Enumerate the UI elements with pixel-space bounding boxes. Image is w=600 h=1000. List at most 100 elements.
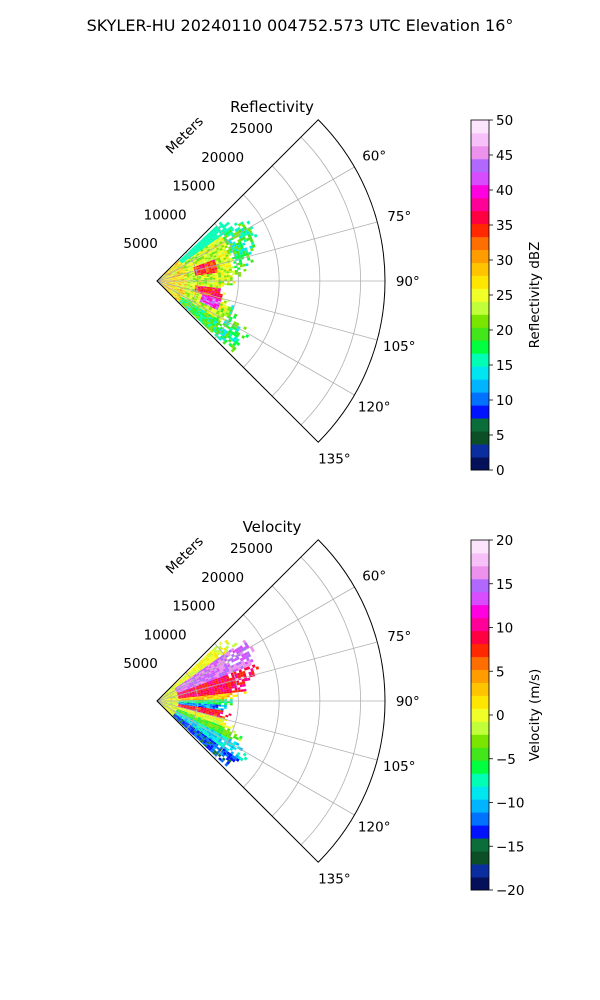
data-cell	[193, 729, 197, 733]
data-cell	[221, 732, 226, 736]
data-cell	[208, 687, 212, 690]
data-cell	[184, 261, 188, 264]
data-cell	[203, 286, 207, 289]
data-cell	[172, 694, 175, 697]
data-cell	[198, 282, 202, 284]
data-cell	[186, 704, 190, 706]
data-cell	[181, 279, 185, 281]
data-cell	[203, 717, 207, 720]
data-cell	[168, 273, 172, 276]
data-cell	[209, 247, 213, 251]
data-cell	[172, 697, 176, 699]
data-cell	[184, 297, 188, 301]
data-cell	[185, 711, 189, 713]
data-cell	[212, 281, 216, 283]
data-cell	[177, 287, 181, 289]
data-cell	[209, 696, 213, 699]
data-cell	[215, 707, 219, 710]
colorbar-swatch	[471, 314, 489, 328]
data-cell	[167, 690, 170, 693]
data-cell	[166, 289, 170, 292]
data-cell	[181, 696, 184, 698]
data-cell	[197, 692, 201, 695]
data-cell	[183, 265, 187, 268]
data-cell	[199, 315, 203, 319]
data-cell	[217, 659, 222, 663]
data-cell	[218, 680, 222, 684]
data-cell	[169, 689, 173, 692]
data-cell	[170, 692, 174, 694]
data-cell	[218, 313, 222, 317]
data-cell	[160, 703, 163, 706]
data-cell	[177, 718, 181, 721]
data-cell	[222, 310, 227, 314]
data-cell	[201, 698, 205, 700]
data-cell	[183, 273, 187, 275]
data-cell	[223, 300, 227, 304]
data-cell	[183, 274, 187, 276]
data-cell	[178, 262, 182, 265]
data-cell	[175, 263, 179, 266]
data-cell	[180, 692, 184, 695]
data-cell	[199, 259, 203, 262]
data-cell	[203, 707, 207, 710]
data-cell	[211, 720, 215, 723]
data-cell	[168, 274, 172, 277]
sector-outline	[156, 539, 386, 863]
data-cell	[170, 701, 173, 702]
data-cell	[208, 728, 212, 731]
data-cell	[196, 258, 200, 261]
data-cell	[166, 695, 169, 697]
data-cell	[179, 709, 183, 712]
data-cell	[208, 231, 212, 235]
data-cell	[200, 304, 204, 307]
data-cell	[173, 708, 177, 711]
data-cell	[220, 309, 224, 313]
data-cell	[209, 732, 213, 736]
data-cell	[167, 707, 171, 710]
data-cell	[200, 310, 204, 314]
colorbar-swatch	[471, 444, 489, 458]
data-cell	[175, 263, 178, 266]
data-cell	[212, 277, 216, 280]
data-cell	[189, 279, 193, 281]
data-cell	[227, 758, 232, 763]
colorbar-label: Velocity (m/s)	[527, 669, 543, 762]
data-cell	[177, 293, 181, 296]
radial-tick-label: 5000	[123, 656, 157, 672]
azimuth-line	[156, 166, 355, 282]
data-cell	[195, 301, 199, 304]
data-cell	[163, 283, 167, 285]
data-cell	[189, 696, 193, 698]
data-cell	[187, 308, 191, 312]
data-cell	[178, 695, 181, 697]
data-cell	[250, 259, 254, 263]
data-cell	[199, 265, 203, 268]
data-cell	[202, 251, 206, 255]
data-cell	[247, 653, 252, 658]
data-cell	[212, 297, 216, 300]
data-cell	[195, 667, 199, 670]
data-cell	[233, 657, 238, 662]
data-cell	[239, 237, 244, 242]
data-cell	[200, 734, 204, 738]
data-cell	[218, 318, 223, 322]
data-cell	[193, 719, 197, 722]
data-cell	[166, 695, 169, 697]
data-cell	[209, 326, 213, 330]
colorbar-tick-label: 15	[496, 577, 513, 593]
data-cell	[173, 294, 177, 297]
data-cell	[224, 329, 228, 334]
data-cell	[168, 694, 172, 697]
data-cell	[223, 257, 227, 261]
data-cell	[173, 709, 177, 712]
data-cell	[181, 278, 185, 280]
data-cell	[174, 293, 178, 296]
data-cell	[181, 257, 185, 260]
data-cell	[162, 694, 165, 697]
data-cell	[217, 308, 221, 312]
data-cell	[166, 275, 169, 277]
data-cell	[206, 681, 210, 684]
data-cell	[201, 296, 205, 299]
data-cell	[214, 670, 218, 674]
